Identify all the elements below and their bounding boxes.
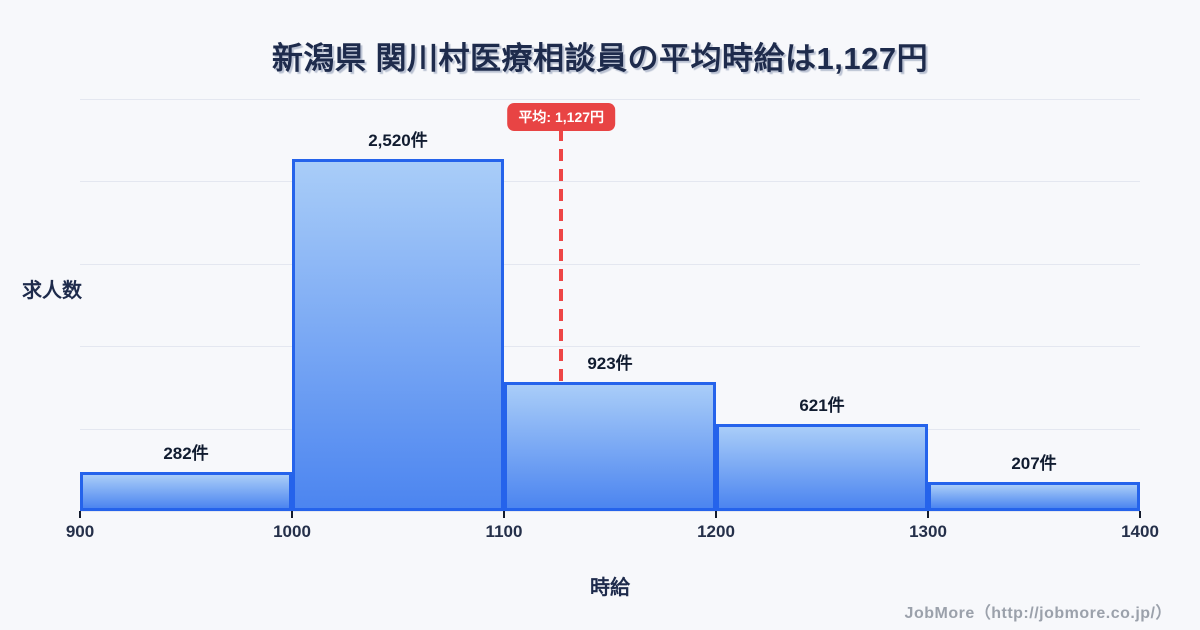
x-tick-mark bbox=[927, 511, 929, 518]
histogram-bar bbox=[504, 382, 716, 511]
x-tick-mark bbox=[715, 511, 717, 518]
gridline bbox=[80, 263, 1140, 265]
x-tick-mark bbox=[79, 511, 81, 518]
histogram-bin: 207件 bbox=[928, 99, 1140, 511]
x-tick-label: 1400 bbox=[1121, 522, 1159, 541]
histogram-bin: 621件 bbox=[716, 99, 928, 511]
histogram-bin: 282件 bbox=[80, 99, 292, 511]
histogram-bin: 2,520件 bbox=[292, 99, 504, 511]
gridline bbox=[80, 181, 1140, 183]
y-axis-title: 求人数 bbox=[22, 280, 82, 302]
x-tick-label: 1200 bbox=[697, 522, 735, 541]
gridline bbox=[80, 99, 1140, 100]
x-axis-title: 時給 bbox=[590, 577, 630, 599]
histogram-bar bbox=[716, 424, 928, 511]
bar-count-label: 282件 bbox=[163, 443, 209, 463]
chart-title: 新潟県 関川村医療相談員の平均時給は1,127円 bbox=[271, 41, 929, 76]
average-line bbox=[559, 129, 564, 511]
bar-count-label: 2,520件 bbox=[368, 131, 428, 151]
x-tick-label: 900 bbox=[65, 522, 95, 541]
x-tick-mark bbox=[291, 511, 293, 518]
average-badge: 平均: 1,127円 bbox=[507, 103, 616, 131]
footer-credit: JobMore（http://jobmore.co.jp/） bbox=[904, 605, 1172, 622]
x-tick-label: 1300 bbox=[909, 522, 947, 541]
x-tick-label: 1100 bbox=[485, 522, 523, 541]
histogram-bin: 923件 bbox=[504, 99, 716, 511]
plot-area: 平均: 1,127円 282件 2,520件 923件 621件 207件 900 1000… bbox=[66, 99, 1159, 541]
x-tick-mark bbox=[503, 511, 505, 518]
histogram-bar bbox=[928, 482, 1140, 511]
x-tick-mark bbox=[1139, 511, 1141, 518]
bar-count-label: 207件 bbox=[1011, 454, 1057, 474]
x-tick-label: 1000 bbox=[273, 522, 311, 541]
histogram-bar bbox=[292, 159, 504, 511]
gridline bbox=[80, 346, 1140, 348]
histogram-bar bbox=[80, 471, 292, 511]
bar-count-label: 923件 bbox=[587, 354, 633, 374]
bar-count-label: 621件 bbox=[799, 396, 845, 416]
gridline bbox=[80, 511, 1140, 512]
